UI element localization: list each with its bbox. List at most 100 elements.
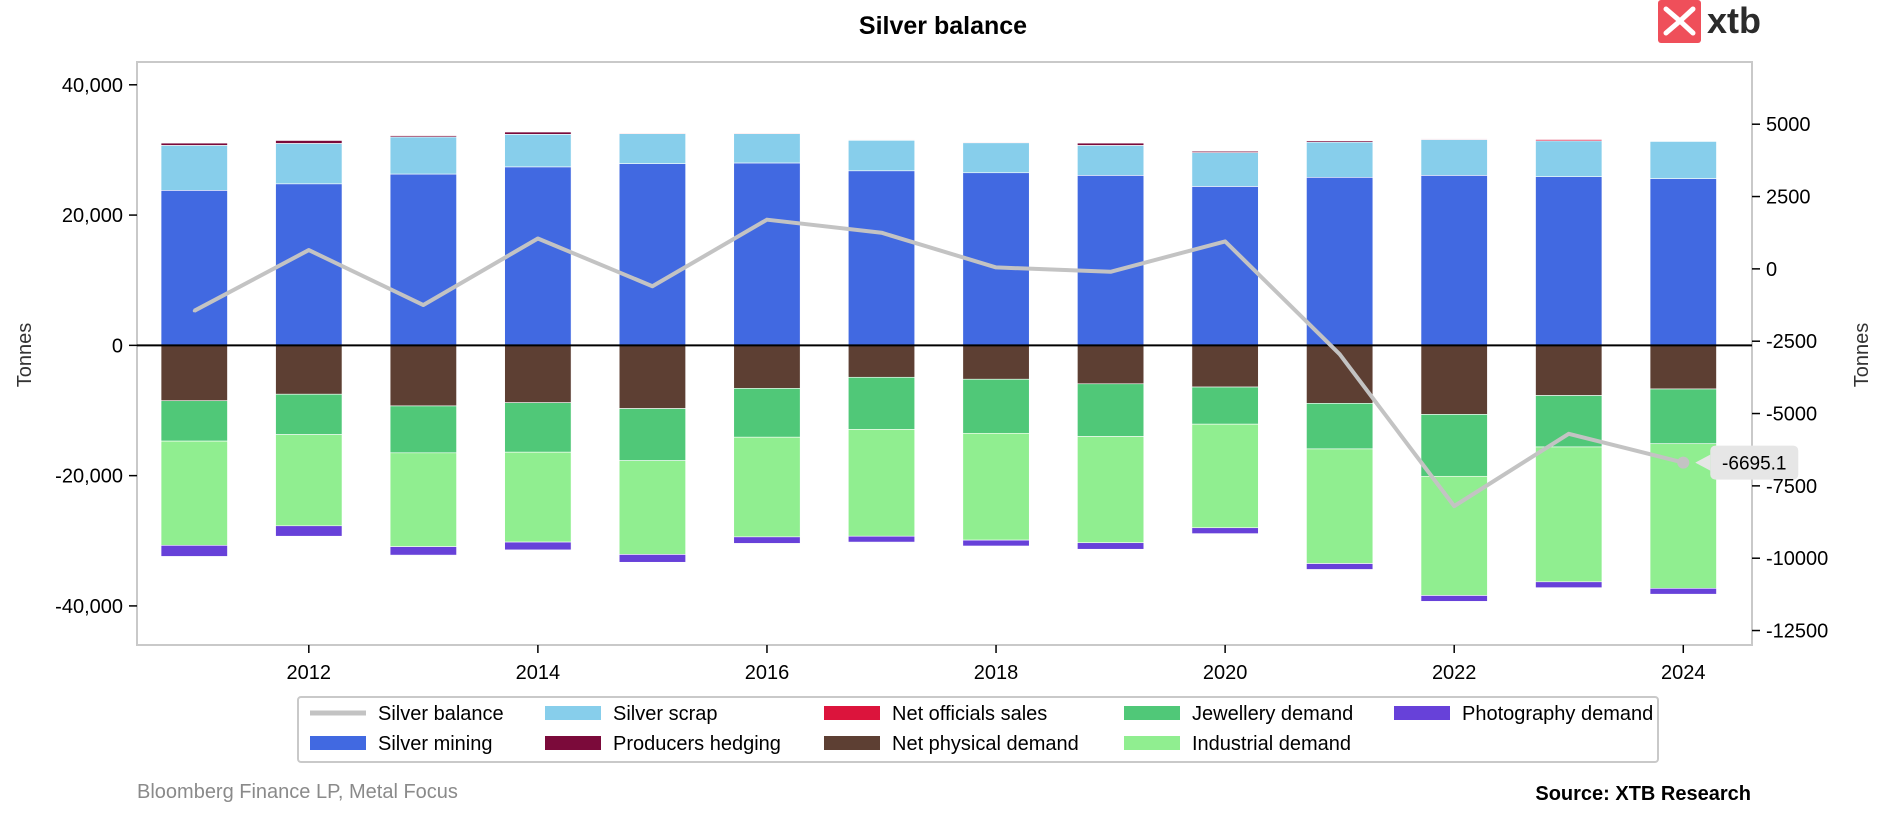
bar-industrial-demand-2016 bbox=[733, 436, 801, 538]
legend-label: Silver scrap bbox=[613, 703, 717, 725]
silver-balance-point-2022 bbox=[1452, 504, 1456, 508]
x-tick-label: 2012 bbox=[287, 662, 332, 684]
bar-net-physical-demand-2018 bbox=[962, 345, 1030, 380]
bar-net-officials-sales-2015 bbox=[618, 132, 686, 134]
bar-industrial-demand-2015 bbox=[618, 460, 686, 555]
bar-producers-hedging-2020 bbox=[1191, 150, 1259, 153]
x-tick-label: 2022 bbox=[1432, 662, 1477, 684]
y-right-tick-label: 2500 bbox=[1766, 187, 1811, 209]
bar-photography-demand-2013 bbox=[389, 546, 457, 556]
bar-jewellery-demand-2013 bbox=[389, 405, 457, 454]
callout-label: -6695.1 bbox=[1722, 454, 1786, 475]
legend-label: Net physical demand bbox=[892, 733, 1079, 755]
logo-text: xtb bbox=[1707, 0, 1761, 41]
bar-net-physical-demand-2020 bbox=[1191, 345, 1259, 388]
bar-silver-mining-2024 bbox=[1649, 178, 1717, 346]
x-tick-label: 2014 bbox=[516, 662, 561, 684]
bar-jewellery-demand-2021 bbox=[1306, 403, 1374, 450]
bar-producers-hedging-2012 bbox=[275, 140, 343, 144]
legend-item-silver-mining: Silver mining bbox=[310, 733, 492, 755]
bar-net-physical-demand-2023 bbox=[1535, 345, 1603, 396]
silver-balance-point-2016 bbox=[765, 218, 769, 222]
legend-item-jewellery-demand: Jewellery demand bbox=[1124, 703, 1353, 725]
y-right-tick-label: -5000 bbox=[1766, 404, 1817, 426]
bar-jewellery-demand-2019 bbox=[1077, 383, 1145, 437]
y-right-tick-label: -7500 bbox=[1766, 476, 1817, 498]
bar-net-officials-sales-2016 bbox=[733, 132, 801, 134]
legend-label: Silver balance bbox=[378, 703, 504, 725]
legend-swatch bbox=[824, 736, 880, 750]
legend-label: Net officials sales bbox=[892, 703, 1047, 725]
bar-net-officials-sales-2018 bbox=[962, 141, 1030, 144]
bar-silver-scrap-2023 bbox=[1535, 140, 1603, 177]
silver-balance-point-2013 bbox=[421, 303, 425, 307]
bar-photography-demand-2019 bbox=[1077, 542, 1145, 550]
bar-net-physical-demand-2015 bbox=[618, 345, 686, 409]
bar-jewellery-demand-2016 bbox=[733, 388, 801, 438]
bar-net-physical-demand-2019 bbox=[1077, 345, 1145, 385]
bar-silver-mining-2014 bbox=[504, 166, 572, 346]
bar-silver-scrap-2015 bbox=[618, 133, 686, 164]
bar-net-physical-demand-2016 bbox=[733, 345, 801, 389]
bar-industrial-demand-2017 bbox=[847, 429, 916, 537]
legend-swatch bbox=[545, 706, 601, 720]
silver-balance-point-2015 bbox=[650, 284, 654, 288]
bar-photography-demand-2016 bbox=[733, 536, 801, 544]
y-right-tick-label: 5000 bbox=[1766, 114, 1811, 136]
bar-photography-demand-2015 bbox=[618, 554, 686, 563]
callout-pointer bbox=[1695, 454, 1711, 471]
bar-silver-scrap-2016 bbox=[733, 133, 801, 164]
bar-net-officials-sales-2022 bbox=[1420, 138, 1488, 140]
bar-photography-demand-2014 bbox=[504, 541, 572, 551]
y-right-tick-label: -2500 bbox=[1766, 331, 1817, 353]
y-axis-left-label: Tonnes bbox=[14, 323, 36, 388]
bar-net-physical-demand-2013 bbox=[389, 345, 457, 407]
bar-silver-mining-2021 bbox=[1306, 176, 1374, 346]
bar-net-physical-demand-2012 bbox=[275, 345, 343, 395]
bar-silver-scrap-2021 bbox=[1306, 141, 1374, 178]
bar-silver-mining-2015 bbox=[618, 163, 686, 346]
bar-silver-scrap-2019 bbox=[1077, 145, 1145, 176]
y-axis-right-label: Tonnes bbox=[1851, 323, 1873, 388]
bar-producers-hedging-2014 bbox=[504, 131, 572, 135]
x-tick-label: 2020 bbox=[1203, 662, 1248, 684]
bar-photography-demand-2023 bbox=[1535, 581, 1603, 588]
y-right-tick-label: 0 bbox=[1766, 259, 1777, 281]
bar-photography-demand-2017 bbox=[847, 535, 916, 543]
bar-jewellery-demand-2011 bbox=[160, 400, 228, 442]
y-right-tick-label: -10000 bbox=[1766, 548, 1828, 570]
x-tick-label: 2024 bbox=[1661, 662, 1706, 684]
bar-jewellery-demand-2022 bbox=[1420, 414, 1488, 477]
legend-item-producers-hedging: Producers hedging bbox=[545, 733, 781, 755]
bar-silver-scrap-2014 bbox=[504, 134, 572, 168]
bar-net-physical-demand-2011 bbox=[160, 345, 228, 402]
legend: Silver balance Silver scrap Net officials … bbox=[297, 696, 1659, 763]
bar-silver-mining-2012 bbox=[275, 183, 343, 346]
legend-swatch bbox=[545, 736, 601, 750]
bar-silver-scrap-2024 bbox=[1649, 141, 1717, 179]
bar-industrial-demand-2012 bbox=[275, 434, 343, 527]
bar-silver-scrap-2013 bbox=[389, 136, 457, 175]
y-left-tick-label: -40,000 bbox=[55, 596, 123, 618]
callout-marker bbox=[1677, 456, 1690, 469]
y-left-tick-label: 0 bbox=[112, 335, 123, 357]
bar-jewellery-demand-2024 bbox=[1649, 388, 1717, 445]
bar-jewellery-demand-2020 bbox=[1191, 386, 1259, 425]
bar-producers-hedging-2011 bbox=[160, 142, 228, 146]
legend-label: Silver mining bbox=[378, 733, 492, 755]
y-left-tick-label: -20,000 bbox=[55, 466, 123, 488]
y-left-tick-label: 20,000 bbox=[62, 205, 123, 227]
bar-jewellery-demand-2017 bbox=[847, 376, 916, 430]
legend-item-photography-demand: Photography demand bbox=[1394, 703, 1653, 725]
bar-producers-hedging-2021 bbox=[1306, 140, 1374, 143]
bar-industrial-demand-2019 bbox=[1077, 436, 1145, 544]
bar-industrial-demand-2022 bbox=[1420, 475, 1488, 596]
bar-net-physical-demand-2024 bbox=[1649, 345, 1717, 390]
bar-photography-demand-2020 bbox=[1191, 527, 1259, 534]
bar-producers-hedging-2013 bbox=[389, 135, 457, 138]
bar-industrial-demand-2011 bbox=[160, 440, 228, 546]
callout-box bbox=[1710, 445, 1799, 480]
legend-item-net-officials-sales: Net officials sales bbox=[824, 703, 1047, 725]
legend-label: Industrial demand bbox=[1192, 733, 1351, 755]
bar-silver-mining-2019 bbox=[1077, 175, 1145, 346]
